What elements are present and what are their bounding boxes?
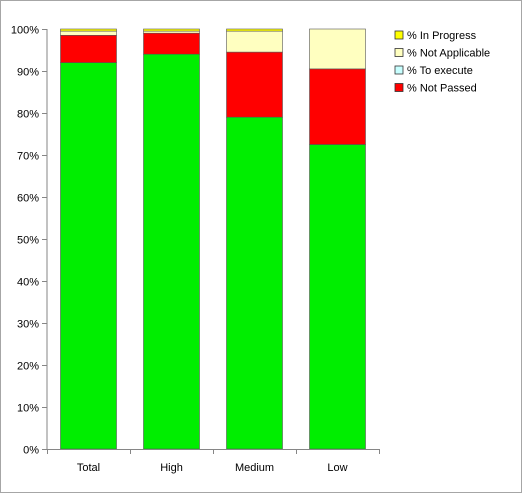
y-tick-label: 0%: [23, 445, 39, 457]
legend-label: % To execute: [407, 65, 473, 77]
x-tick-label: Medium: [235, 462, 274, 474]
bar-segment-low-not-applicable: [309, 28, 366, 70]
y-tick-label: 80%: [17, 109, 39, 121]
legend-label: % In Progress: [407, 30, 477, 42]
y-axis: 0% 10% 20% 30% 40% 50% 60% 70% 80% 90% 100%: [11, 25, 48, 457]
x-axis: Total High Medium Low: [47, 449, 380, 474]
legend-swatch: [394, 65, 404, 75]
x-tick-label: High: [160, 462, 183, 474]
legend-swatch: [394, 83, 404, 92]
bar-segment-high-in-progress: [143, 28, 200, 32]
y-tick-label: 100%: [11, 25, 39, 37]
y-tick-label: 40%: [17, 277, 39, 289]
bar-segment-medium-not-passed: [226, 51, 283, 118]
legend-label: % Not Applicable: [407, 48, 490, 60]
bar-segment-medium-not-applicable: [226, 30, 283, 53]
bar-segment-low-not-passed: [309, 68, 366, 145]
legend-label: % Not Passed: [407, 83, 477, 95]
bar-segment-high-not-passed: [143, 32, 200, 55]
bar-segment-high-not-applicable: [143, 30, 200, 34]
y-tick-label: 30%: [17, 319, 39, 331]
y-tick-label: 70%: [17, 151, 39, 163]
bar-segment-total-passed: [60, 62, 117, 450]
bar-segment-high-passed: [143, 53, 200, 450]
legend-swatch: [394, 48, 404, 57]
bar-segment-total-not-passed: [60, 34, 117, 63]
bar-segment-total-in-progress: [60, 28, 117, 32]
y-tick-label: 10%: [17, 403, 39, 415]
x-tick-label: Total: [77, 462, 100, 474]
y-tick-label: 50%: [17, 235, 39, 247]
legend: % In Progress % Not Applicable % To execut…: [394, 30, 490, 95]
x-tick-label: Low: [327, 462, 347, 474]
bar-segment-medium-passed: [226, 116, 283, 450]
bars-group: [60, 28, 366, 450]
bar-segment-low-passed: [309, 144, 366, 450]
bar-segment-medium-in-progress: [226, 28, 283, 32]
legend-swatch: [394, 30, 404, 40]
y-tick-label: 20%: [17, 361, 39, 373]
y-tick-label: 60%: [17, 193, 39, 205]
bar-segment-total-not-applicable: [60, 30, 117, 36]
y-tick-label: 90%: [17, 67, 39, 79]
